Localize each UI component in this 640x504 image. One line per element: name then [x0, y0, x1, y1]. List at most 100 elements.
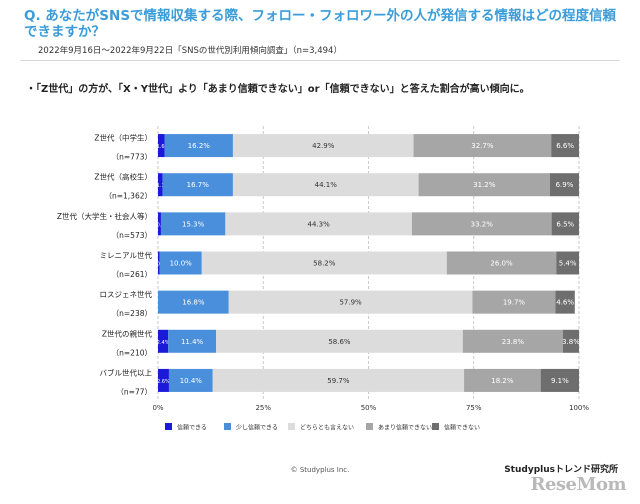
data-label: 9.1%: [551, 377, 569, 385]
category-n-label: （n=77）: [116, 387, 152, 396]
data-label: 4.6%: [556, 299, 574, 307]
data-label: 6.9%: [556, 181, 574, 189]
bar-segment: [201, 251, 447, 275]
bar-segment: [472, 290, 556, 314]
bar-segment: [232, 173, 419, 197]
legend-label: 少し信頼できる: [236, 424, 278, 432]
bar-segment: [446, 251, 557, 275]
data-label: 44.3%: [307, 220, 330, 228]
legend-swatch: [224, 423, 231, 430]
bar-segment: [158, 251, 160, 275]
data-label: 16.7%: [187, 181, 210, 189]
x-tick-label: 100%: [569, 404, 589, 412]
legend-label: 信頼できない: [444, 424, 480, 432]
legend-swatch: [288, 423, 295, 430]
category-n-label: （n=238）: [112, 309, 152, 318]
data-label: 58.6%: [328, 338, 351, 346]
bar-segment: [418, 173, 550, 197]
bar-segment: [555, 290, 575, 314]
data-label: 1.6%: [157, 144, 170, 150]
data-label: 6.5%: [556, 220, 574, 228]
bar-segment: [158, 368, 169, 392]
key-finding: ・「Z世代」の方が、「X・Y世代」より「あまり信頼できない」or「信頼できない」…: [26, 84, 530, 95]
bar-segment: [158, 290, 229, 314]
bar-segment: [158, 134, 165, 158]
data-label: 2.6%: [157, 379, 170, 385]
legend-swatch: [432, 423, 439, 430]
bar-segment: [168, 329, 217, 353]
bar-segment: [540, 368, 579, 392]
bar-segment: [158, 329, 169, 353]
data-label: 58.2%: [313, 260, 336, 268]
category-n-label: （n=573）: [112, 231, 152, 240]
category-label: Z世代（中学生）: [94, 133, 152, 143]
legend-label: どちらとも言えない: [300, 424, 354, 432]
legend-label: あまり信頼できない: [378, 424, 432, 432]
category-n-label: （n=773）: [112, 153, 152, 162]
x-tick-label: 75%: [466, 404, 482, 412]
data-label: 42.9%: [312, 142, 335, 150]
bar-segment: [228, 290, 473, 314]
data-label: 19.7%: [503, 299, 526, 307]
x-tick-label: 0%: [152, 404, 163, 412]
bar-segment: [462, 329, 564, 353]
bar-segment: [413, 134, 552, 158]
bar-segment: [158, 212, 161, 236]
data-label: 5.4%: [559, 260, 577, 268]
bar-segment: [225, 212, 412, 236]
x-tick-label: 25%: [255, 404, 271, 412]
data-label: 57.9%: [339, 299, 362, 307]
data-label: 26.0%: [490, 260, 513, 268]
bar-segment: [162, 173, 233, 197]
data-label: 10.4%: [180, 377, 203, 385]
legend-swatch: [165, 423, 172, 430]
bar-segment: [232, 134, 414, 158]
bar-segment: [563, 329, 579, 353]
bar-segment: [168, 368, 213, 392]
bar-segment: [551, 134, 579, 158]
legend-swatch: [366, 423, 373, 430]
data-label: 11.4%: [181, 338, 204, 346]
copyright: © Studyplus Inc.: [290, 466, 350, 474]
data-label: 6.6%: [556, 142, 574, 150]
data-label: 31.2%: [473, 181, 496, 189]
category-n-label: （n=210）: [112, 348, 152, 357]
data-label: 16.8%: [182, 299, 205, 307]
legend-label: 信頼できる: [177, 424, 207, 432]
bar-segment: [159, 251, 202, 275]
bar-segment: [158, 173, 163, 197]
bar-segment: [556, 251, 579, 275]
brand-name: Studyplusトレンド研究所: [504, 465, 618, 475]
bar-segment: [212, 368, 465, 392]
bar-segment: [164, 134, 233, 158]
resemom-logo: ReseMom: [530, 474, 627, 495]
bar-segment: [160, 212, 226, 236]
data-label: 10.0%: [170, 260, 193, 268]
category-label: Z世代の親世代: [102, 328, 153, 338]
data-label: 23.8%: [502, 338, 525, 346]
category-label: Z世代（高校生）: [94, 172, 152, 182]
bar-segment: [551, 212, 579, 236]
data-label: 3.8%: [562, 338, 580, 346]
data-label: 32.7%: [471, 142, 494, 150]
x-tick-label: 50%: [361, 404, 377, 412]
data-label: 59.7%: [327, 377, 350, 385]
data-label: 16.2%: [188, 142, 211, 150]
question-title: Q. あなたがSNSで情報収集する際、フォロー・フォロワー外の人が発信する情報は…: [24, 8, 617, 40]
divider: [20, 60, 620, 61]
category-label: Z世代（大学生・社会人等）: [57, 211, 152, 221]
category-label: ロスジェネ世代: [100, 289, 153, 299]
bar-segment: [464, 368, 541, 392]
bar-segment: [216, 329, 463, 353]
survey-subtitle: 2022年9月16日～2022年9月22日「SNSの世代別利用傾向調査」（n=3…: [38, 46, 342, 56]
category-label: バブル世代以上: [100, 367, 153, 377]
data-label: 18.2%: [491, 377, 514, 385]
category-label: ミレニアル世代: [100, 250, 153, 260]
data-label: 15.3%: [182, 220, 205, 228]
category-n-label: （n=1,362）: [104, 192, 152, 201]
category-n-label: （n=261）: [112, 270, 152, 279]
bar-segment: [549, 173, 579, 197]
data-label: 33.2%: [471, 220, 494, 228]
bar-segment: [411, 212, 552, 236]
